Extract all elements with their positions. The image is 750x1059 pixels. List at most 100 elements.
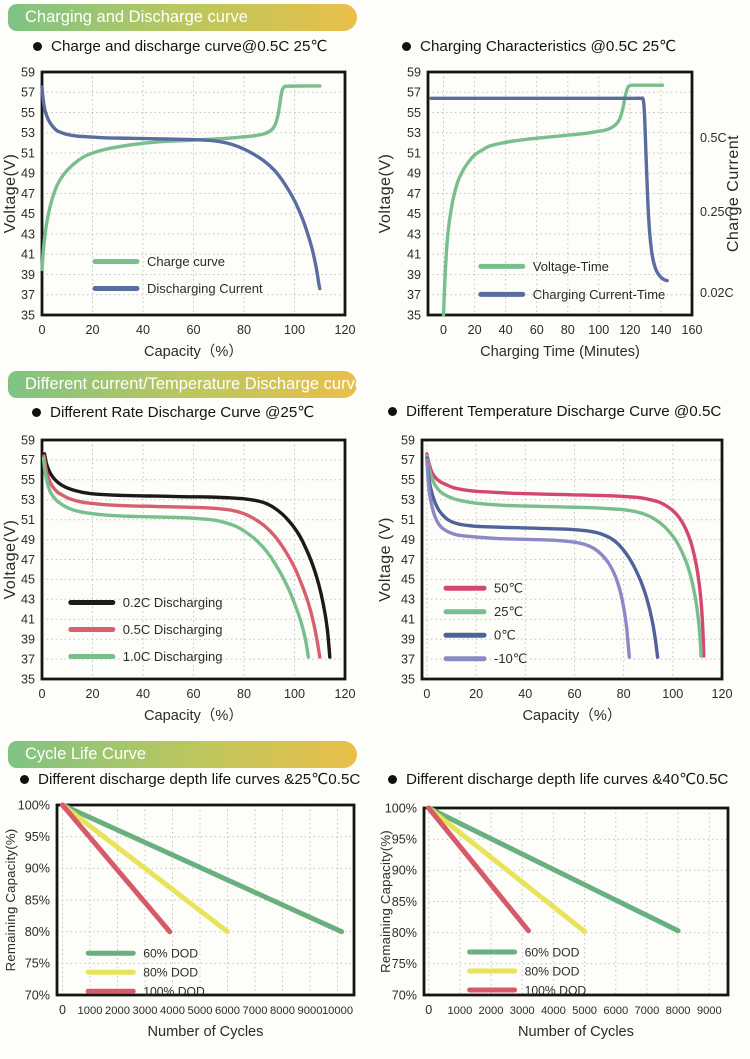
svg-text:39: 39 (401, 633, 415, 647)
svg-text:0.2C Discharging: 0.2C Discharging (123, 595, 223, 610)
svg-text:40: 40 (136, 687, 150, 701)
svg-text:37: 37 (407, 288, 421, 302)
svg-text:6000: 6000 (215, 1005, 240, 1017)
chart-title-life-40c: Different discharge depth life curves &4… (388, 770, 728, 788)
svg-text:45: 45 (401, 573, 415, 587)
svg-text:51: 51 (21, 513, 35, 527)
svg-text:8000: 8000 (270, 1005, 295, 1017)
svg-text:53: 53 (407, 126, 421, 140)
svg-text:41: 41 (21, 248, 35, 262)
svg-text:53: 53 (401, 493, 415, 507)
svg-text:60: 60 (567, 687, 581, 701)
svg-text:95%: 95% (25, 830, 50, 844)
svg-text:51: 51 (21, 146, 35, 160)
svg-text:40: 40 (518, 687, 532, 701)
svg-text:57: 57 (21, 453, 35, 467)
svg-text:80: 80 (237, 323, 251, 337)
svg-text:Number of Cycles: Number of Cycles (518, 1024, 634, 1040)
svg-text:80%: 80% (25, 925, 50, 939)
svg-text:120: 120 (334, 323, 355, 337)
svg-text:20: 20 (85, 687, 99, 701)
svg-text:1000: 1000 (78, 1005, 103, 1017)
svg-text:55: 55 (407, 106, 421, 120)
svg-text:0: 0 (38, 687, 45, 701)
charge-discharge-curve-plot: 35 37 39 41 43 45 47 49 51 53 55 57 59 0 20 40 60 80 100 12… (2, 65, 356, 360)
svg-text:7000: 7000 (243, 1005, 268, 1017)
svg-text:45: 45 (21, 573, 35, 587)
svg-text:5000: 5000 (188, 1005, 213, 1017)
svg-text:60% DOD: 60% DOD (143, 947, 198, 961)
svg-text:2000: 2000 (105, 1005, 130, 1017)
svg-text:55: 55 (401, 473, 415, 487)
svg-text:8000: 8000 (666, 1005, 691, 1017)
svg-text:60: 60 (186, 323, 200, 337)
svg-text:0: 0 (38, 323, 45, 337)
bullet-icon (388, 774, 397, 784)
svg-text:70%: 70% (25, 988, 50, 1002)
svg-text:0: 0 (440, 323, 447, 337)
svg-text:80: 80 (237, 687, 251, 701)
svg-text:60: 60 (186, 687, 200, 701)
svg-text:41: 41 (401, 613, 415, 627)
svg-text:47: 47 (21, 553, 35, 567)
svg-text:3000: 3000 (133, 1005, 158, 1017)
svg-text:85%: 85% (25, 893, 50, 907)
svg-text:43: 43 (407, 227, 421, 241)
svg-text:Charge curve: Charge curve (147, 254, 225, 269)
svg-text:75%: 75% (25, 957, 50, 971)
svg-text:Charging Time (Minutes): Charging Time (Minutes) (480, 344, 640, 360)
svg-text:80% DOD: 80% DOD (143, 966, 198, 980)
svg-text:53: 53 (21, 493, 35, 507)
svg-text:59: 59 (21, 65, 35, 79)
svg-text:55: 55 (21, 106, 35, 120)
svg-text:41: 41 (21, 613, 35, 627)
svg-text:80: 80 (617, 687, 631, 701)
svg-text:55: 55 (21, 473, 35, 487)
svg-text:160: 160 (681, 323, 702, 337)
svg-text:Number of Cycles: Number of Cycles (148, 1024, 264, 1040)
svg-text:45: 45 (407, 207, 421, 221)
svg-text:49: 49 (21, 533, 35, 547)
svg-text:100: 100 (284, 323, 305, 337)
chart-title-life-25c: Different discharge depth life curves &2… (20, 770, 360, 788)
svg-text:51: 51 (407, 146, 421, 160)
svg-text:0.25C: 0.25C (700, 205, 734, 219)
chart-title-text: Different discharge depth life curves &4… (406, 771, 729, 788)
bullet-icon (32, 407, 41, 417)
svg-text:100%: 100% (385, 801, 417, 815)
svg-text:47: 47 (407, 187, 421, 201)
svg-text:Voltage(V): Voltage(V) (2, 154, 19, 234)
svg-text:Capacity（%）: Capacity（%） (144, 343, 243, 360)
svg-text:Voltage(V): Voltage(V) (2, 520, 19, 600)
svg-text:57: 57 (21, 86, 35, 100)
svg-text:57: 57 (407, 86, 421, 100)
chart-title-text: Different discharge depth life curves &2… (38, 771, 361, 788)
svg-text:4000: 4000 (160, 1005, 185, 1017)
chart-title-temperature-discharge: Different Temperature Discharge Curve @0… (388, 403, 721, 420)
svg-text:49: 49 (407, 167, 421, 181)
svg-text:39: 39 (21, 633, 35, 647)
svg-text:60: 60 (530, 323, 544, 337)
svg-text:59: 59 (21, 433, 35, 447)
rate-discharge-plot: 35 37 39 41 43 45 47 49 51 53 55 57 59 0 20 40 60 80 100 12… (2, 433, 356, 724)
svg-text:Voltage(V): Voltage(V) (377, 154, 394, 234)
svg-text:47: 47 (21, 187, 35, 201)
svg-text:0.5C Discharging: 0.5C Discharging (123, 622, 223, 637)
svg-text:9000: 9000 (298, 1005, 323, 1017)
svg-text:59: 59 (407, 65, 421, 79)
section-header-charging-discharge: Charging and Discharge curve (8, 4, 357, 31)
chart-title-text: Charge and discharge curve@0.5C 25℃ (51, 38, 328, 55)
svg-text:20: 20 (85, 323, 99, 337)
svg-text:0.5C: 0.5C (700, 131, 727, 145)
svg-text:43: 43 (21, 227, 35, 241)
svg-text:45: 45 (21, 207, 35, 221)
svg-text:49: 49 (401, 533, 415, 547)
svg-text:100% DOD: 100% DOD (525, 984, 587, 998)
svg-text:35: 35 (407, 308, 421, 322)
svg-text:90%: 90% (25, 862, 50, 876)
svg-text:53: 53 (21, 126, 35, 140)
svg-text:-10℃: -10℃ (494, 651, 527, 666)
chart-title-charging-characteristics: Charging Characteristics @0.5C 25℃ (402, 37, 676, 55)
svg-text:0℃: 0℃ (494, 628, 516, 643)
